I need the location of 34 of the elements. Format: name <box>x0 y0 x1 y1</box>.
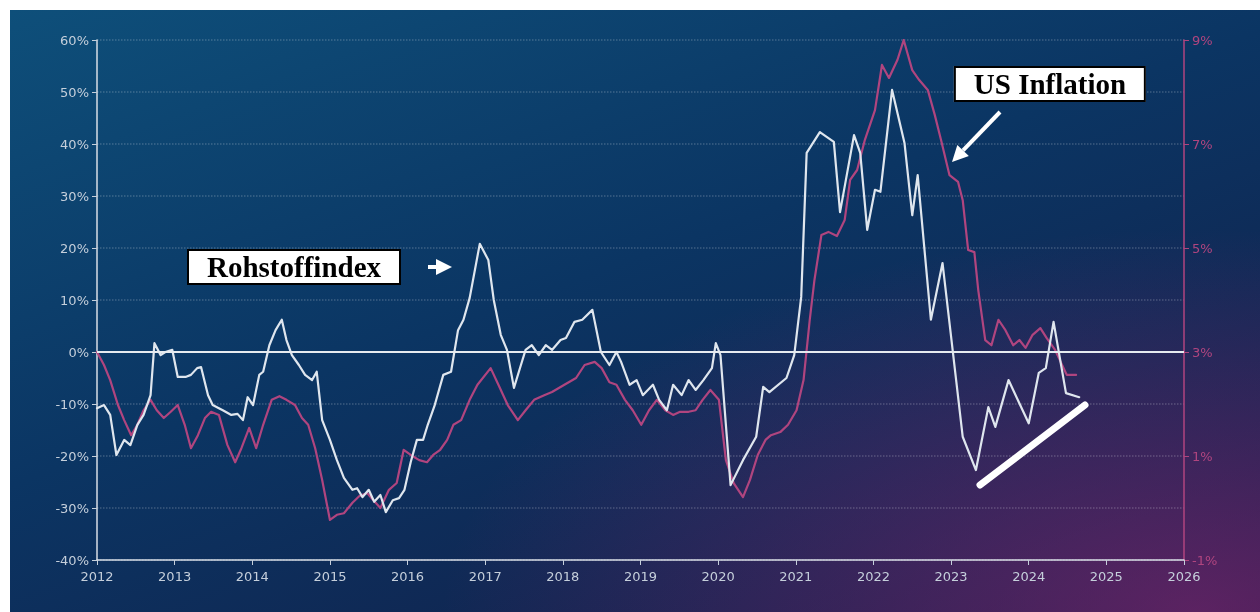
x-tick-label: 2025 <box>1089 569 1123 584</box>
x-tick-label: 2017 <box>468 569 502 584</box>
y-tick-label: -30% <box>55 500 89 516</box>
annotation: Rohstoffindex <box>186 249 402 285</box>
x-tick-label: 2012 <box>80 569 114 584</box>
x-tick-label: 2018 <box>546 569 580 584</box>
x-tick-label: 2024 <box>1012 569 1046 584</box>
y2-tick-label: 1% <box>1192 448 1213 464</box>
x-tick-label: 2015 <box>313 569 347 584</box>
y-tick-label: 30% <box>60 188 89 204</box>
x-tick-label: 2016 <box>391 569 425 584</box>
x-tick-label: 2014 <box>235 569 269 584</box>
y2-tick-label: 5% <box>1192 240 1213 256</box>
y-tick-label: -10% <box>55 396 89 412</box>
x-tick-label: 2020 <box>701 569 735 584</box>
x-tick-label: 2021 <box>779 569 813 584</box>
y-tick-label: 40% <box>60 136 89 152</box>
x-tick-label: 2023 <box>934 569 968 584</box>
annotation: US Inflation <box>953 66 1147 102</box>
x-tick-label: 2013 <box>158 569 192 584</box>
x-tick-label: 2022 <box>856 569 890 584</box>
y2-tick-label: -1% <box>1192 552 1218 568</box>
y-tick-label: -20% <box>55 448 89 464</box>
x-tick-label: 2026 <box>1167 569 1201 584</box>
y-tick-label: 60% <box>60 32 89 48</box>
y2-tick-label: 9% <box>1192 32 1213 48</box>
y2-tick-label: 3% <box>1192 344 1213 360</box>
x-tick-label: 2019 <box>623 569 658 584</box>
y-tick-label: 10% <box>60 292 89 308</box>
y-tick-label: 0% <box>68 344 89 360</box>
y-tick-label: -40% <box>55 552 89 568</box>
y2-tick-label: 7% <box>1192 136 1213 152</box>
y-tick-label: 20% <box>60 240 89 256</box>
y-tick-label: 50% <box>60 84 89 100</box>
